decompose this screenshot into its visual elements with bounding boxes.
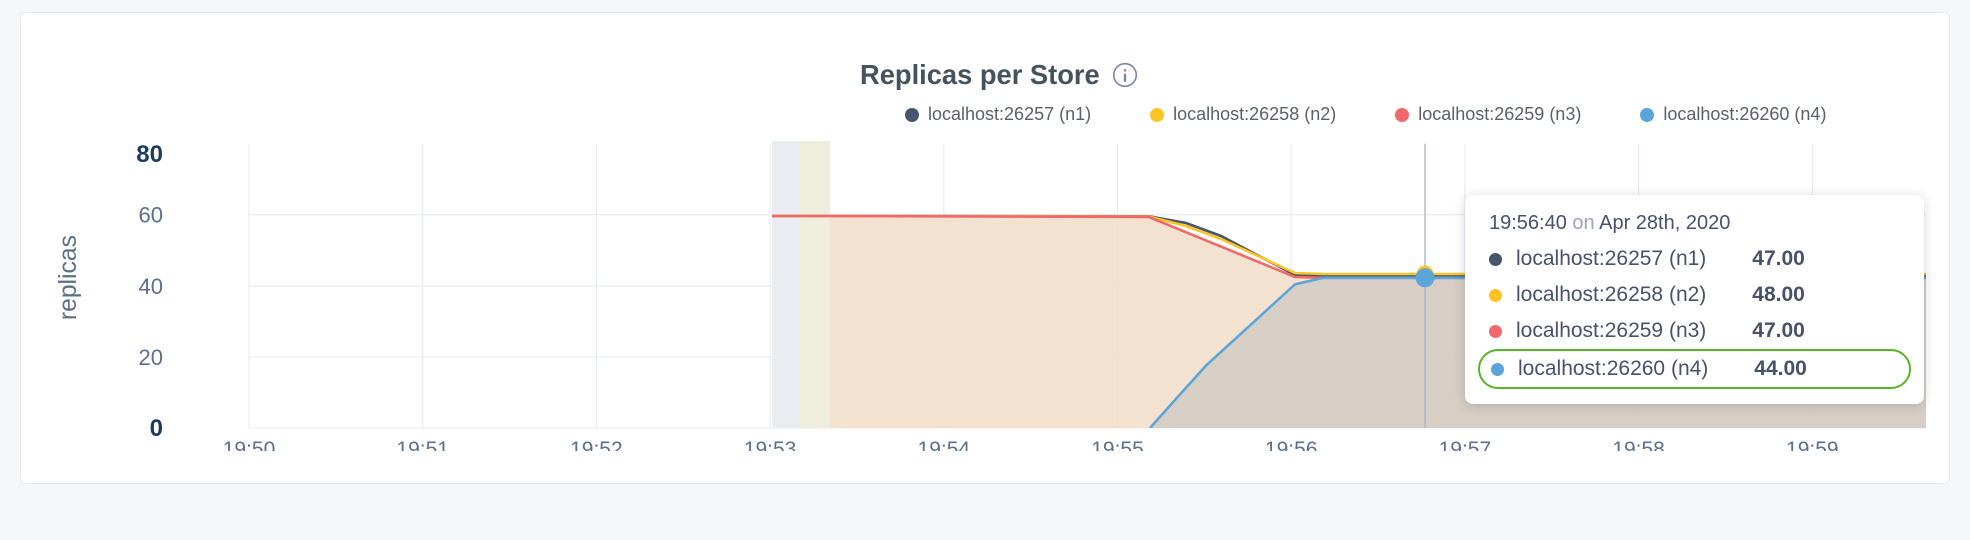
svg-text:19:55: 19:55 <box>1091 438 1144 451</box>
svg-text:19:59: 19:59 <box>1786 438 1839 451</box>
svg-text:40: 40 <box>139 274 163 299</box>
svg-text:19:57: 19:57 <box>1439 438 1492 451</box>
svg-text:80: 80 <box>136 141 163 168</box>
svg-text:19:53: 19:53 <box>744 438 797 451</box>
svg-text:19:56: 19:56 <box>1265 438 1318 451</box>
svg-text:19:58: 19:58 <box>1612 438 1665 451</box>
svg-text:19:51: 19:51 <box>396 438 449 451</box>
svg-text:19:54: 19:54 <box>918 438 971 451</box>
svg-text:replicas: replicas <box>55 235 82 320</box>
svg-text:0: 0 <box>150 415 163 442</box>
svg-text:20: 20 <box>139 345 163 370</box>
svg-text:19:52: 19:52 <box>570 438 623 451</box>
svg-text:19:50: 19:50 <box>223 438 276 451</box>
svg-text:60: 60 <box>139 203 163 228</box>
